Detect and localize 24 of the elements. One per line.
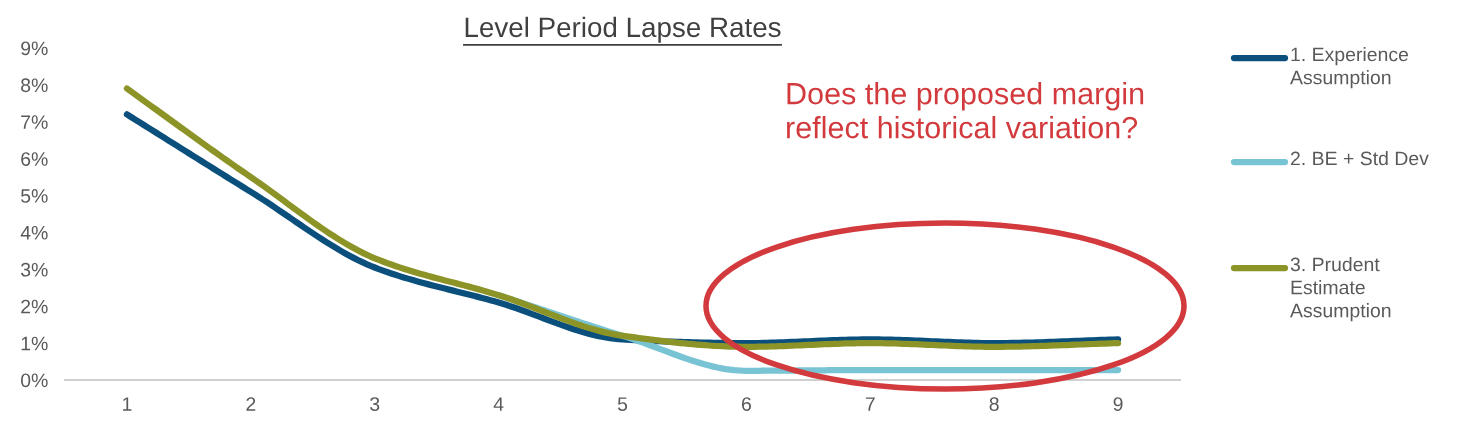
y-tick-label: 1% — [21, 336, 48, 351]
y-tick-label: 3% — [20, 262, 48, 277]
y-tick-label: 4% — [20, 226, 48, 240]
y-tick-label: 5% — [21, 189, 48, 203]
legend-label: 2. BE + Std Dev — [1290, 151, 1429, 166]
y-tick-label: 8% — [21, 78, 48, 93]
x-tick-label: 9 — [1113, 397, 1123, 411]
y-tick-label: 6% — [21, 152, 48, 166]
x-tick-label: 8 — [989, 397, 999, 411]
annotation: Does the proposed margin reflect historical variation? — [787, 82, 1144, 139]
x-tick-label: 3 — [370, 397, 380, 411]
x-tick-label: 7 — [865, 397, 875, 411]
y-tick-label: 0% — [20, 373, 48, 388]
y-tick-label: 9% — [21, 41, 48, 56]
x-tick-label: 5 — [617, 397, 628, 411]
x-tick-label: 6 — [741, 397, 751, 411]
chart-title: Level Period Lapse Rates — [465, 16, 781, 43]
x-tick-label: 4 — [493, 397, 504, 411]
y-tick-label: 2% — [21, 299, 48, 314]
legend-label: 1. Experience Assumption — [1290, 47, 1409, 89]
x-tick-label: 1 — [123, 397, 132, 411]
legend-label: 3. Prudent Estimate Assumption — [1290, 257, 1391, 322]
y-tick-label: 7% — [21, 115, 48, 129]
x-tick-label: 2 — [246, 397, 256, 411]
